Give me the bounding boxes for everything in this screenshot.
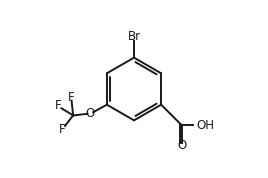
Text: F: F xyxy=(59,123,65,136)
Text: O: O xyxy=(177,139,186,152)
Text: OH: OH xyxy=(196,119,214,132)
Text: F: F xyxy=(55,100,62,112)
Text: Br: Br xyxy=(128,30,140,43)
Text: O: O xyxy=(86,107,95,120)
Text: F: F xyxy=(68,91,75,104)
